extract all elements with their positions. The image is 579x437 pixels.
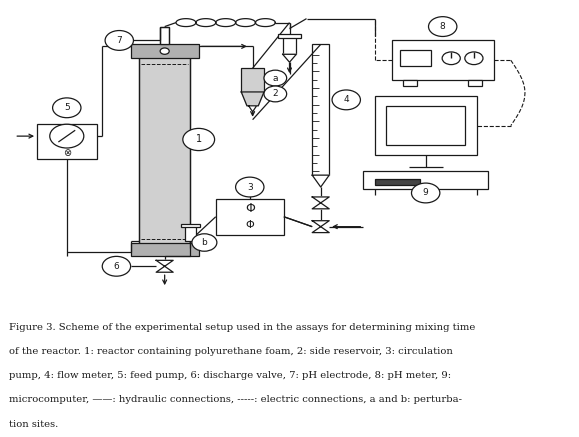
Circle shape [105,31,133,50]
Text: microcomputer, ——: hydraulic connections, -----: electric connections, a and b: : microcomputer, ——: hydraulic connections… [9,395,461,405]
Circle shape [412,183,440,203]
Polygon shape [312,197,329,209]
Text: 1: 1 [196,135,201,145]
Bar [391,41,494,80]
Circle shape [332,90,360,110]
Circle shape [465,52,483,65]
Circle shape [236,177,264,197]
Text: 3: 3 [247,183,252,191]
Polygon shape [283,54,296,62]
Bar [131,45,199,58]
Bar [37,124,97,160]
Text: Φ: Φ [245,202,255,215]
Text: b: b [201,238,207,247]
Text: 2: 2 [273,90,278,98]
Bar [386,106,466,146]
Text: 9: 9 [423,188,428,198]
Text: pump, 4: flow meter, 5: feed pump, 6: discharge valve, 7: pH electrode, 8: pH me: pump, 4: flow meter, 5: feed pump, 6: di… [9,371,451,381]
Circle shape [428,17,457,36]
Polygon shape [312,221,329,232]
Circle shape [102,257,131,276]
Polygon shape [241,92,264,106]
Bar [403,80,417,86]
Circle shape [264,70,287,86]
Polygon shape [312,175,329,187]
Bar [283,36,296,54]
Bar [131,243,199,257]
Bar [278,35,301,38]
Text: 4: 4 [343,95,349,104]
Bar [216,199,284,235]
Text: of the reactor. 1: reactor containing polyurethane foam, 2: side reservoir, 3: c: of the reactor. 1: reactor containing po… [9,347,453,357]
Bar [181,224,200,227]
Text: 8: 8 [440,22,446,31]
Bar [241,68,264,92]
Text: Φ: Φ [245,220,254,229]
Circle shape [264,86,287,102]
Circle shape [50,124,84,148]
Bar [468,80,482,86]
Bar [185,225,196,240]
Circle shape [53,98,81,118]
Text: tion sites.: tion sites. [9,420,58,429]
Bar [363,171,488,189]
Bar [312,45,329,175]
Text: Figure 3. Scheme of the experimental setup used in the assays for determining mi: Figure 3. Scheme of the experimental set… [9,323,475,333]
Bar [375,179,420,185]
Text: 6: 6 [113,262,119,271]
Text: a: a [273,73,278,83]
Circle shape [192,234,217,251]
Circle shape [442,52,460,65]
Bar [160,27,169,45]
Polygon shape [248,106,256,112]
Circle shape [160,48,169,54]
Polygon shape [156,260,173,272]
Bar [375,96,477,155]
Bar [139,49,190,246]
Text: 7: 7 [116,36,122,45]
Text: 5: 5 [64,103,69,112]
Text: ⊗: ⊗ [63,148,71,158]
Bar [400,50,431,66]
Circle shape [183,128,215,151]
